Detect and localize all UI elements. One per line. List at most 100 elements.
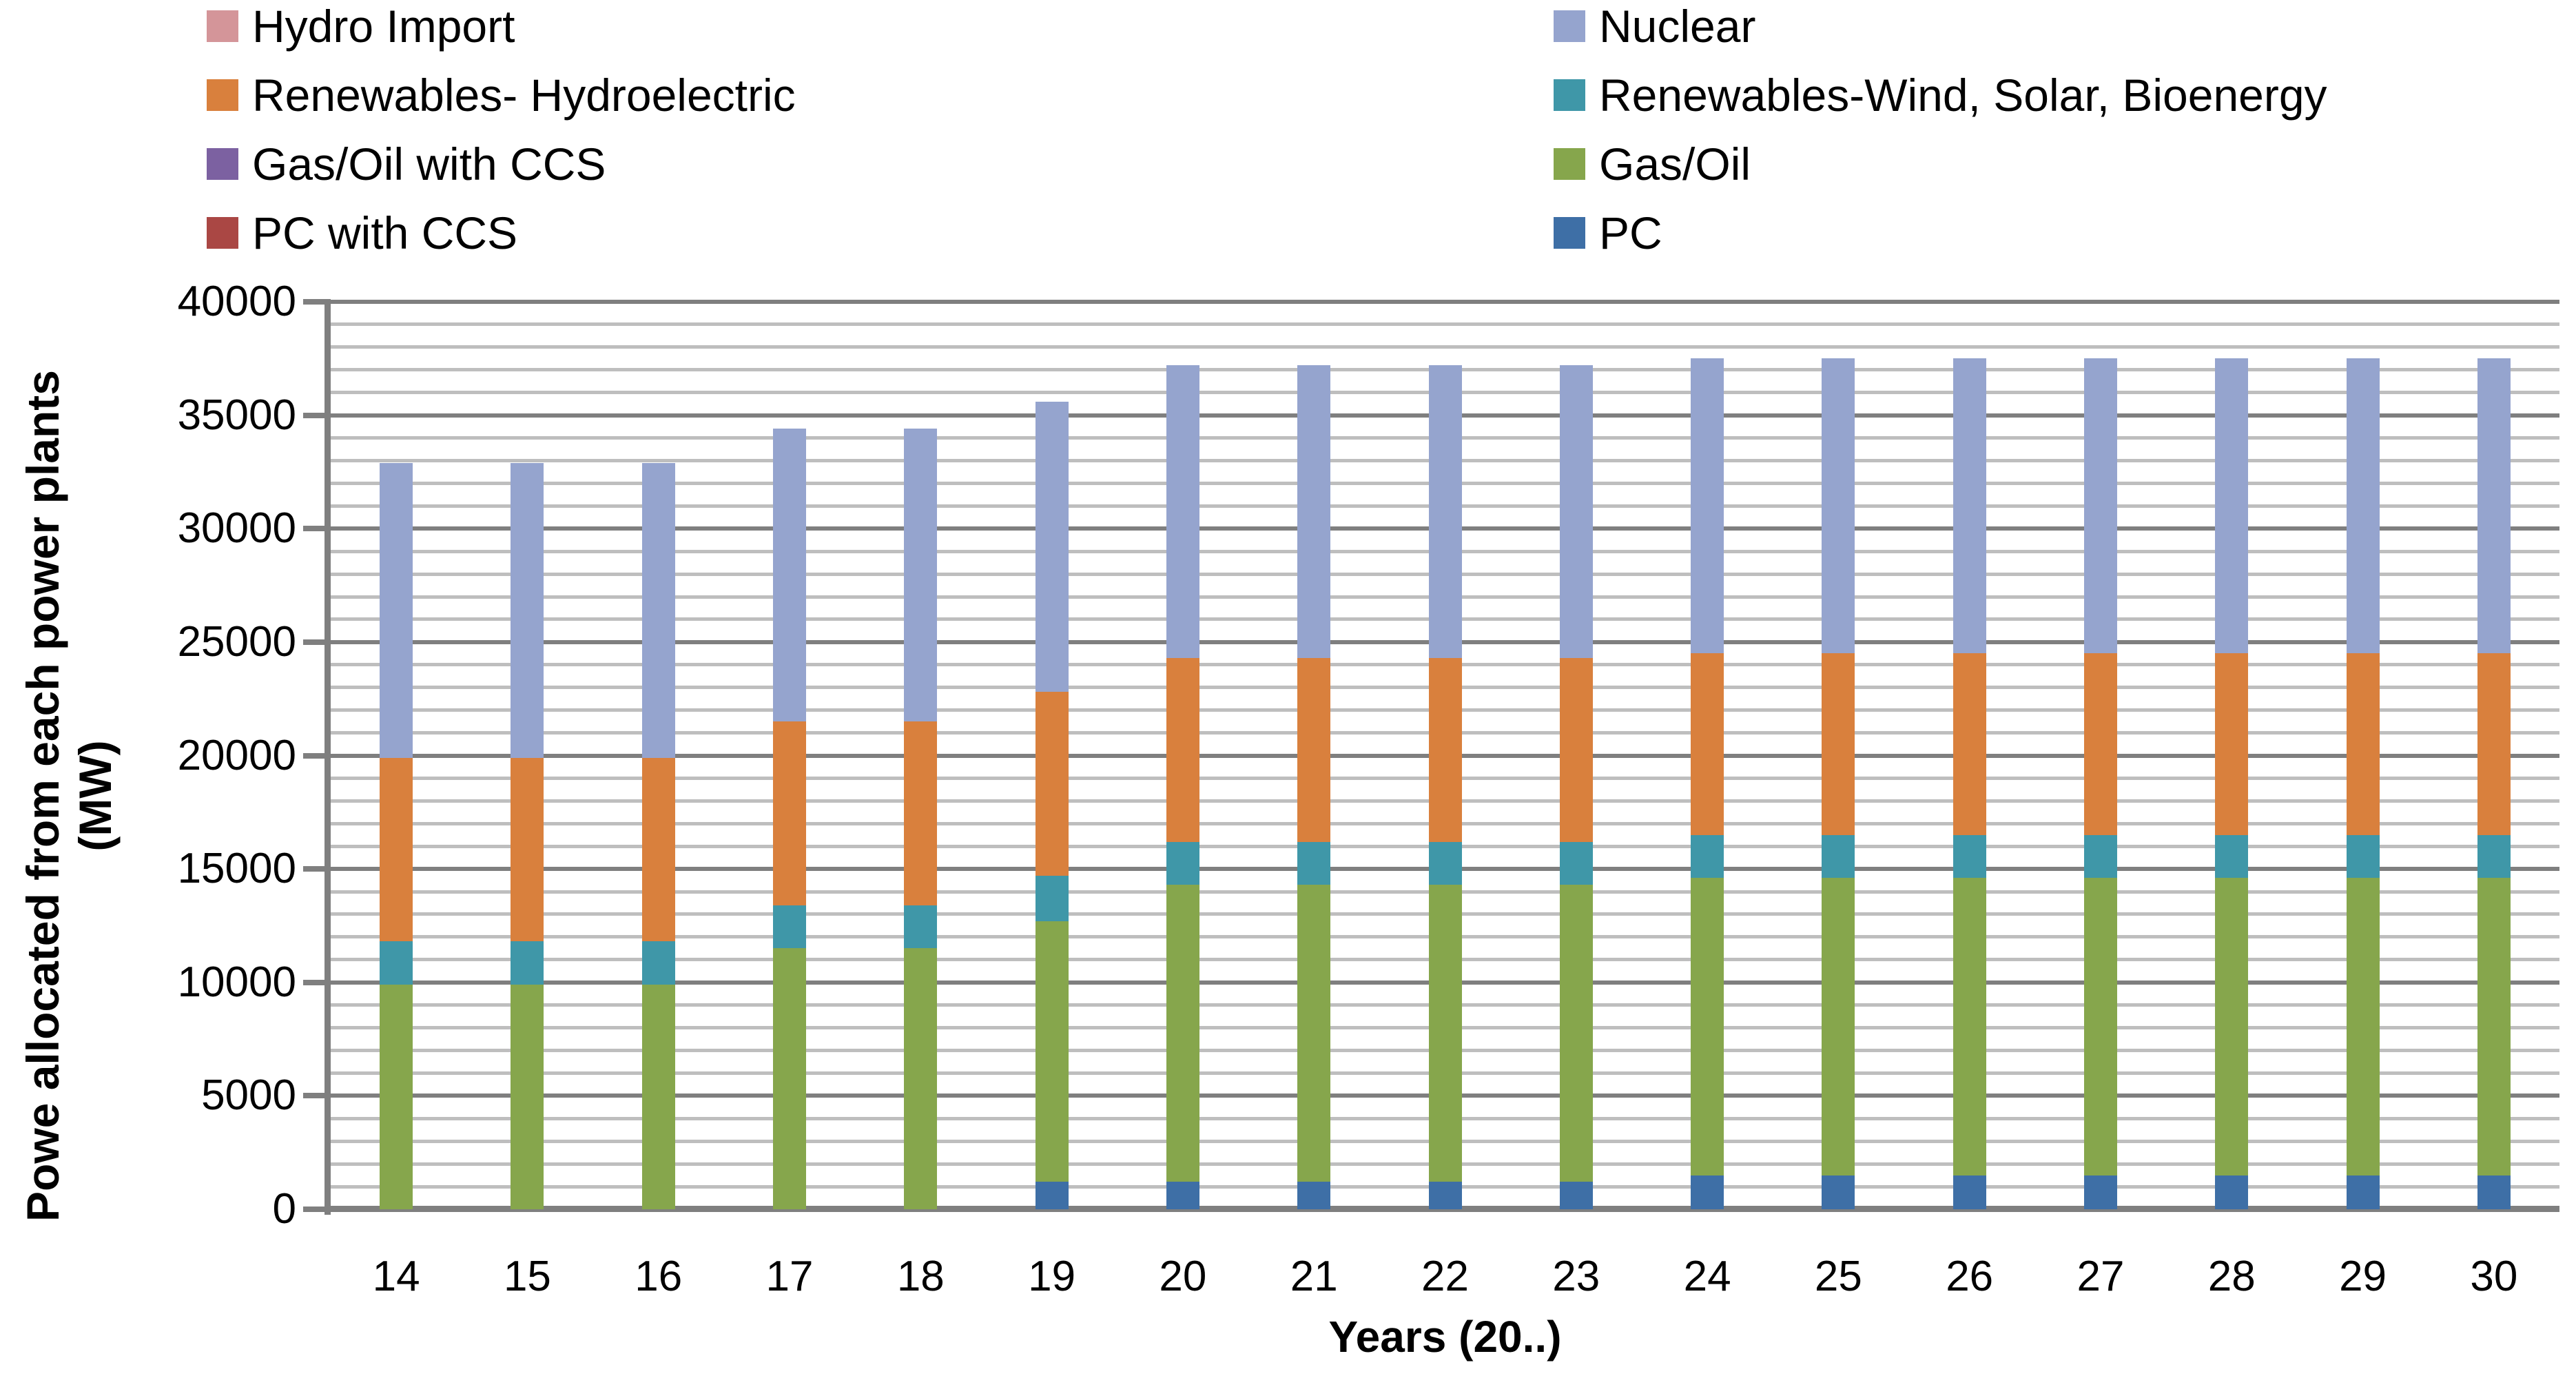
- legend-item-renewables-hydroelectric: Renewables- Hydroelectric: [207, 70, 796, 121]
- legend-label-nuclear: Nuclear: [1599, 1, 1756, 52]
- x-tick-label-21: 21: [1290, 1253, 1338, 1300]
- bar-segment-renewables-wind-solar-bioenergy-year-22: [1428, 841, 1462, 885]
- legend-label-pc-with-ccs: PC with CCS: [252, 207, 518, 258]
- bar-segment-renewables-hydroelectric-year-23: [1559, 657, 1593, 842]
- bar-segment-nuclear-year-26: [1952, 358, 1986, 654]
- bar-segment-gas-oil-year-21: [1297, 885, 1331, 1182]
- bar-segment-nuclear-year-17: [773, 429, 807, 722]
- x-tick-label-14: 14: [372, 1253, 420, 1300]
- bar-segment-gas-oil-year-18: [904, 948, 938, 1209]
- bar-segment-renewables-hydroelectric-year-28: [2215, 653, 2249, 835]
- bar-segment-renewables-wind-solar-bioenergy-year-14: [380, 941, 413, 985]
- bar-segment-renewables-hydroelectric-year-16: [641, 757, 675, 942]
- plot-area: 0 5000 10000 15000 20000 25000 30000 35000 40000…: [178, 278, 2559, 1300]
- bar-segment-gas-oil-year-16: [641, 985, 675, 1209]
- bar-segment-pc-year-26: [1952, 1175, 1986, 1209]
- y-axis-tick-20000: [303, 752, 324, 759]
- y-tick-label-5000: 5000: [201, 1071, 296, 1120]
- bar-segment-nuclear-year-27: [2083, 358, 2117, 654]
- bar-segment-gas-oil-year-24: [1691, 878, 1724, 1175]
- bar-segment-pc-year-20: [1166, 1182, 1199, 1209]
- bar-segment-gas-oil-year-25: [1822, 878, 1855, 1175]
- bar-segment-renewables-wind-solar-bioenergy-year-28: [2215, 834, 2249, 879]
- y-tick-label-35000: 35000: [177, 391, 296, 439]
- bar-segment-nuclear-year-15: [511, 462, 544, 758]
- bar-segment-pc-year-27: [2083, 1175, 2117, 1209]
- legend-swatch-renewables-hydroelectric: [207, 79, 238, 111]
- x-tick-label-24: 24: [1683, 1253, 1731, 1300]
- bar-segment-nuclear-year-22: [1428, 365, 1462, 658]
- bar-segment-renewables-wind-solar-bioenergy-year-21: [1297, 841, 1331, 885]
- bar-segment-nuclear-year-30: [2477, 358, 2511, 654]
- legend-item-gas-oil: Gas/Oil: [1554, 141, 1751, 187]
- bar-segment-pc-year-28: [2215, 1175, 2249, 1209]
- legend-item-hydro-import: Hydro Import: [207, 3, 515, 49]
- x-tick-label-27: 27: [2077, 1253, 2125, 1300]
- bar-segment-gas-oil-year-23: [1559, 885, 1593, 1182]
- bar-segment-gas-oil-year-14: [380, 985, 413, 1209]
- x-tick-label-28: 28: [2207, 1253, 2256, 1300]
- bar-segment-renewables-wind-solar-bioenergy-year-30: [2477, 834, 2511, 879]
- legend-item-pc-with-ccs: PC with CCS: [207, 207, 518, 258]
- legend-swatch-renewables-wind-solar-bioenergy: [1554, 79, 1585, 111]
- legend-swatch-gas-oil: [1554, 148, 1585, 180]
- bar-segment-renewables-hydroelectric-year-30: [2477, 653, 2511, 835]
- y-tick-label-0: 0: [272, 1185, 296, 1233]
- legend-swatch-hydro-import: [207, 10, 238, 42]
- y-tick-label-40000: 40000: [177, 278, 296, 325]
- y-axis-tick-30000: [303, 526, 324, 532]
- bar-segment-renewables-hydroelectric-year-21: [1297, 657, 1331, 842]
- minor-gridline-39000: [331, 322, 2559, 327]
- legend-swatch-gas-oil-with-ccs: [207, 148, 238, 180]
- x-tick-label-15: 15: [503, 1253, 551, 1300]
- x-tick-label-25: 25: [1814, 1253, 1862, 1300]
- bar-segment-renewables-wind-solar-bioenergy-year-25: [1822, 834, 1855, 879]
- bar-segment-renewables-hydroelectric-year-22: [1428, 657, 1462, 842]
- bar-segment-renewables-hydroelectric-year-20: [1166, 657, 1199, 842]
- bar-segment-renewables-wind-solar-bioenergy-year-29: [2346, 834, 2380, 879]
- bar-segment-pc-year-24: [1691, 1175, 1724, 1209]
- x-tick-label-23: 23: [1552, 1253, 1600, 1300]
- bar-segment-pc-year-30: [2477, 1175, 2511, 1209]
- x-axis-title: Years (20..): [1328, 1312, 1562, 1362]
- bar-segment-renewables-hydroelectric-year-15: [511, 757, 544, 942]
- bar-segment-gas-oil-year-27: [2083, 878, 2117, 1175]
- x-tick-label-16: 16: [635, 1253, 683, 1300]
- bar-segment-renewables-hydroelectric-year-19: [1035, 692, 1069, 876]
- bar-segment-gas-oil-year-28: [2215, 878, 2249, 1175]
- bar-segment-nuclear-year-24: [1691, 358, 1724, 654]
- y-axis-tick-15000: [303, 866, 324, 872]
- bar-segment-nuclear-year-28: [2215, 358, 2249, 654]
- legend-label-pc: PC: [1599, 207, 1662, 258]
- bar-segment-renewables-hydroelectric-year-24: [1691, 653, 1724, 835]
- x-tick-label-26: 26: [1946, 1253, 1994, 1300]
- y-tick-label-25000: 25000: [177, 617, 296, 666]
- bar-segment-gas-oil-year-17: [773, 948, 807, 1209]
- bar-segment-nuclear-year-16: [641, 462, 675, 758]
- bar-segment-gas-oil-year-26: [1952, 878, 1986, 1175]
- minor-gridline-38000: [331, 345, 2559, 349]
- x-tick-label-18: 18: [896, 1253, 945, 1300]
- bar-segment-gas-oil-year-22: [1428, 885, 1462, 1182]
- legend-item-pc: PC: [1554, 207, 1662, 258]
- bar-segment-renewables-wind-solar-bioenergy-year-24: [1691, 834, 1724, 879]
- legend-swatch-pc: [1554, 217, 1585, 249]
- y-axis-tick-5000: [303, 1093, 324, 1099]
- y-axis-tick-35000: [303, 412, 324, 418]
- y-axis-tick-10000: [303, 979, 324, 985]
- bar-segment-gas-oil-year-20: [1166, 885, 1199, 1182]
- bar-segment-nuclear-year-18: [904, 429, 938, 722]
- y-tick-label-20000: 20000: [177, 731, 296, 779]
- y-tick-label-10000: 10000: [177, 958, 296, 1006]
- bar-segment-pc-year-19: [1035, 1182, 1069, 1209]
- bar-segment-nuclear-year-21: [1297, 365, 1331, 658]
- bar-segment-nuclear-year-25: [1822, 358, 1855, 654]
- bar-segment-nuclear-year-14: [380, 462, 413, 758]
- x-tick-label-19: 19: [1028, 1253, 1076, 1300]
- bar-segment-nuclear-year-23: [1559, 365, 1593, 658]
- bar-segment-renewables-wind-solar-bioenergy-year-16: [641, 941, 675, 985]
- legend-label-renewables-hydroelectric: Renewables- Hydroelectric: [252, 70, 796, 121]
- y-tick-label-30000: 30000: [177, 504, 296, 553]
- bar-segment-renewables-wind-solar-bioenergy-year-20: [1166, 841, 1199, 885]
- bar-segment-renewables-hydroelectric-year-25: [1822, 653, 1855, 835]
